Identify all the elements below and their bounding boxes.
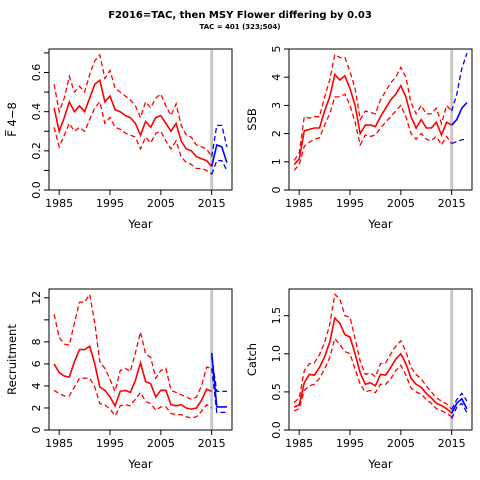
panel-recruitment: 1985 1995 2005 2015 Year 0 2 4 6 8 12 Recruitment bbox=[5, 288, 233, 471]
x-tick-label: 2005 bbox=[387, 437, 415, 450]
y-tick-label: 0.0 bbox=[270, 421, 283, 439]
y-tick-label: 3 bbox=[270, 102, 283, 109]
series-history-median bbox=[53, 78, 213, 168]
series-forecast-lower bbox=[211, 368, 227, 414]
x-axis: 1985 1995 2005 2015 bbox=[285, 190, 466, 210]
y-tick-label: 2 bbox=[270, 130, 283, 137]
y-tick-label: 6 bbox=[30, 360, 43, 367]
series-forecast-median bbox=[451, 102, 468, 126]
x-tick-label: 1985 bbox=[45, 437, 73, 450]
series-history-upper bbox=[53, 292, 212, 400]
x-tick-label: 1995 bbox=[336, 437, 364, 450]
series-forecast-median bbox=[210, 352, 227, 408]
y-axis-label: Catch bbox=[245, 343, 259, 376]
x-axis-label: Year bbox=[367, 217, 393, 231]
y-axis-label: SSB bbox=[245, 108, 259, 131]
series-forecast-upper bbox=[211, 357, 227, 393]
series-history-lower bbox=[53, 100, 213, 175]
x-tick-label: 2005 bbox=[147, 437, 175, 450]
plot-frame bbox=[48, 48, 233, 191]
x-tick-label: 2015 bbox=[438, 197, 466, 210]
y-tick-label: 0 bbox=[270, 187, 283, 194]
series-history-median bbox=[293, 316, 453, 414]
plot-frame bbox=[288, 288, 473, 431]
series-history-upper bbox=[293, 53, 453, 161]
y-tick-label: 4 bbox=[270, 74, 283, 81]
x-tick-label: 2015 bbox=[198, 197, 226, 210]
series-history-upper bbox=[293, 293, 453, 410]
y-tick-label: 0.5 bbox=[270, 383, 283, 401]
series-history-upper bbox=[53, 53, 213, 158]
y-axis: 0 2 4 6 8 12 bbox=[30, 291, 49, 434]
x-tick-label: 1985 bbox=[45, 197, 73, 210]
y-axis: 0.0 0.5 1.0 1.5 bbox=[270, 307, 289, 439]
y-tick-label: 4 bbox=[30, 382, 43, 389]
x-axis: 1985 1995 2005 2015 bbox=[45, 430, 226, 450]
y-tick-label: 0.2 bbox=[30, 142, 43, 160]
x-tick-label: 1995 bbox=[96, 197, 124, 210]
series-forecast-median bbox=[450, 397, 468, 414]
y-tick-label: 2 bbox=[30, 404, 43, 411]
x-axis: 1985 1995 2005 2015 bbox=[285, 430, 466, 450]
series-history-median bbox=[53, 345, 213, 410]
panel-f-bar: 1985 1995 2005 2015 Year 0.0 0.2 0.4 0.6 F̅ 4−8 bbox=[4, 48, 233, 231]
series-forecast-upper bbox=[211, 124, 228, 157]
y-tick-label: 0.6 bbox=[30, 64, 43, 82]
y-tick-label: 12 bbox=[30, 291, 43, 305]
x-tick-label: 2005 bbox=[147, 197, 175, 210]
x-axis: 1985 1995 2005 2015 bbox=[45, 190, 226, 210]
y-tick-label: 0 bbox=[30, 427, 43, 434]
plot-frame bbox=[48, 288, 233, 431]
y-tick-label: 5 bbox=[270, 46, 283, 53]
series-forecast-lower bbox=[211, 159, 228, 175]
y-tick-label: 1.5 bbox=[270, 307, 283, 325]
y-axis-label: Recruitment bbox=[5, 324, 19, 395]
x-tick-label: 1995 bbox=[96, 437, 124, 450]
figure-title: F2016=TAC, then MSY Flower differing by … bbox=[108, 10, 372, 21]
y-tick-label: 0.4 bbox=[30, 103, 43, 121]
y-tick-label: 1 bbox=[270, 158, 283, 165]
x-tick-label: 1985 bbox=[285, 197, 313, 210]
series-forecast-upper bbox=[451, 52, 468, 112]
x-tick-label: 1995 bbox=[336, 197, 364, 210]
series-history-lower bbox=[53, 377, 213, 419]
x-tick-label: 1985 bbox=[285, 437, 313, 450]
x-tick-label: 2005 bbox=[387, 197, 415, 210]
y-tick-label: 0.0 bbox=[30, 181, 43, 199]
y-axis: 0.0 0.2 0.4 0.6 bbox=[30, 52, 49, 199]
x-tick-label: 2015 bbox=[438, 437, 466, 450]
x-tick-label: 2015 bbox=[198, 437, 226, 450]
x-axis-label: Year bbox=[367, 457, 393, 471]
series-forecast-lower bbox=[451, 138, 468, 145]
series-forecast-lower bbox=[451, 402, 468, 419]
panel-catch: 1985 1995 2005 2015 Year 0.0 0.5 1.0 1.5 Catch bbox=[245, 288, 473, 471]
y-tick-label: 8 bbox=[30, 338, 43, 345]
x-axis-label: Year bbox=[127, 457, 153, 471]
panel-ssb: 1985 1995 2005 2015 Year 0 1 2 3 4 5 SSB bbox=[245, 46, 473, 231]
series-history-median bbox=[293, 72, 453, 166]
series-forecast-median bbox=[210, 143, 228, 167]
y-axis: 0 1 2 3 4 5 bbox=[270, 46, 289, 194]
plot-frame bbox=[288, 48, 473, 191]
figure-subtitle: TAC = 401 (323;504) bbox=[199, 23, 281, 31]
y-axis-label: F̅ 4−8 bbox=[4, 102, 19, 137]
x-axis-label: Year bbox=[127, 217, 153, 231]
y-tick-label: 1.0 bbox=[270, 345, 283, 363]
series-history-lower bbox=[293, 337, 453, 418]
series-history-lower bbox=[293, 93, 453, 171]
